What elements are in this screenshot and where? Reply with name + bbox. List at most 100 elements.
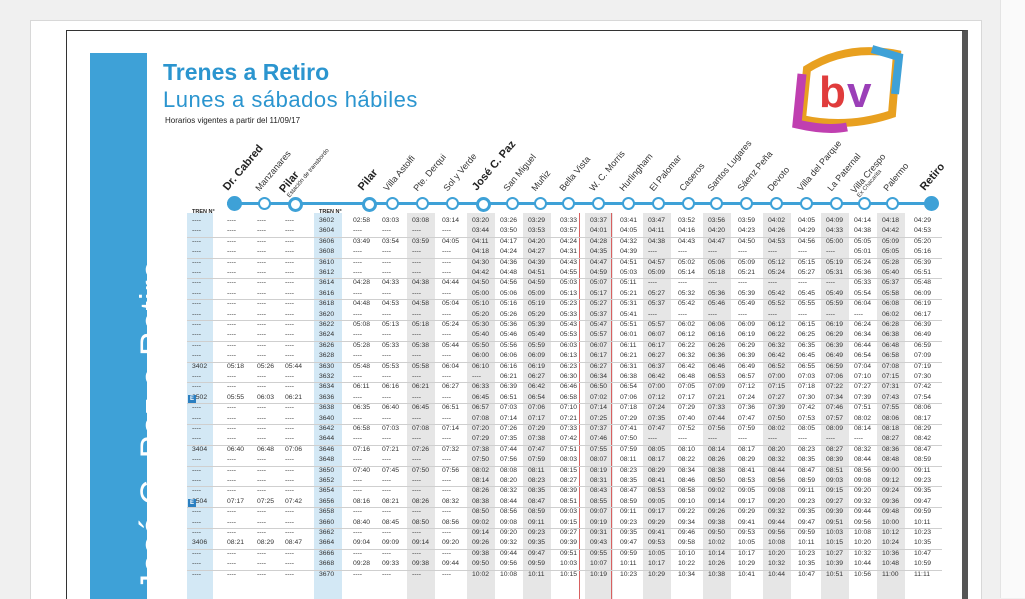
timetable-cell: ---- [382, 289, 392, 297]
timetable-cell: 06:17 [590, 352, 608, 360]
timetable-cell: 09:11 [620, 508, 637, 516]
timetable-cell: 08:50 [708, 477, 726, 484]
timetable-cell: 04:38 [854, 227, 872, 235]
timetable-cell: 03:41 [620, 217, 638, 224]
timetable-cell: ---- [708, 279, 718, 287]
timetable-cell: 03:52 [678, 217, 696, 224]
timetable-cell: 04:26 [768, 227, 786, 235]
timetable-cell: 09:11 [528, 518, 545, 526]
station-dot [858, 197, 871, 210]
timetable-cell: ---- [257, 269, 267, 276]
timetable-cell: 05:48 [914, 279, 932, 287]
timetable-cell: 05:29 [528, 310, 546, 318]
timetable-cell: 06:19 [914, 300, 932, 308]
timetable-cell: 10:11 [528, 570, 545, 578]
timetable-cell: ---- [412, 331, 422, 339]
timetable-cell: 09:04 [353, 539, 371, 547]
timetable-cell: 08:48 [882, 456, 900, 464]
timetable-cell: ---- [192, 518, 202, 526]
timetable-cell: 07:25 [590, 414, 608, 422]
timetable-cell: 08:32 [442, 497, 460, 505]
timetable-cell: 06:27 [528, 373, 546, 380]
timetable-cell: 3616 [319, 289, 335, 297]
timetable-cell: 07:50 [472, 456, 490, 464]
timetable-cell: 07:15 [882, 373, 900, 380]
timetable-cell: 03:56 [708, 217, 726, 224]
timetable-cell: 06:39 [914, 321, 932, 328]
timetable-cell: 3628 [319, 352, 335, 360]
timetable-cell: 07:42 [285, 497, 303, 505]
timetable-cell: 04:05 [798, 217, 816, 224]
timetable-cell: 07:40 [678, 414, 696, 422]
timetable-cell: 05:49 [528, 331, 546, 339]
timetable-cell: 06:07 [648, 331, 666, 339]
timetable-cell: 08:59 [620, 497, 638, 505]
timetable-cell: 08:17 [648, 456, 666, 464]
timetable-cell: ---- [442, 435, 452, 443]
timetable-cell: 09:31 [590, 529, 608, 536]
timetable-cell: 09:32 [500, 539, 518, 547]
timetable-cell: 06:29 [738, 341, 756, 349]
timetable-cell: 10:34 [678, 570, 696, 578]
timetable-cell: 08:32 [500, 487, 518, 495]
timetable-cell: ---- [192, 341, 202, 349]
timetable-cell: ---- [227, 414, 237, 422]
timetable-cell: ---- [382, 258, 392, 266]
timetable-cell: 05:18 [227, 362, 245, 370]
timetable-cell: 07:29 [620, 414, 638, 422]
timetable-cell: 08:53 [738, 477, 756, 484]
timetable-cell: 05:46 [708, 300, 726, 308]
timetable-cell: 06:00 [472, 352, 490, 360]
timetable-cell: 05:24 [768, 269, 786, 276]
timetable-cell: ---- [382, 414, 392, 422]
timetable-cell: 3638 [319, 404, 335, 412]
timetable-cell: ---- [826, 310, 836, 318]
timetable-cell: ---- [227, 383, 237, 391]
timetable-cell: 09:03 [560, 508, 578, 516]
timetable-cell: ---- [442, 456, 452, 464]
timetable-cell: ---- [192, 300, 202, 308]
timetable-cell: ---- [285, 279, 295, 287]
timetable-cell: 04:59 [590, 269, 608, 276]
timetable-cell: 03:44 [472, 227, 490, 235]
timetable-cell: 10:51 [826, 570, 844, 578]
timetable-cell: 06:50 [590, 383, 608, 391]
timetable-cell: 05:53 [382, 362, 400, 370]
timetable-cell: 3632 [319, 373, 335, 380]
timetable-cell: ---- [382, 529, 392, 536]
row-separator [187, 257, 942, 259]
timetable-cell: 09:17 [738, 497, 756, 505]
timetable-cell: ---- [227, 487, 237, 495]
timetable-cell: 05:09 [528, 289, 546, 297]
timetable-cell: 07:31 [882, 383, 900, 391]
timetable-cell: 08:38 [472, 497, 490, 505]
timetable-cell: 3650 [319, 466, 335, 474]
timetable-cell: ---- [285, 269, 295, 276]
timetable-cell: 07:33 [560, 425, 578, 432]
timetable-cell: 05:45 [798, 289, 816, 297]
timetable-cell: ---- [192, 383, 202, 391]
timetable-cell: 05:59 [826, 300, 844, 308]
timetable-cell: ---- [227, 529, 237, 536]
timetable-cell: 03:49 [353, 237, 371, 245]
timetable-cell: 3640 [319, 414, 335, 422]
timetable-cell: 09:22 [678, 508, 696, 516]
timetable-cell: 06:33 [472, 383, 490, 391]
timetable-cell: 3664 [319, 539, 335, 547]
timetable-cell: 06:34 [854, 331, 872, 339]
timetable-cell: 05:04 [442, 300, 460, 308]
timetable-cell: 05:31 [620, 300, 638, 308]
timetable-cell: 04:28 [590, 237, 608, 245]
timetable-cell: 10:03 [826, 529, 844, 536]
timetable-cell: 09:23 [620, 518, 638, 526]
timetable-cell: 06:04 [442, 362, 460, 370]
timetable-cell: 09:27 [560, 529, 578, 536]
express-badge: E [188, 498, 196, 507]
timetable-cell: 05:32 [678, 289, 696, 297]
timetable-cell: ---- [257, 373, 267, 380]
timetable-cell: 06:19 [738, 331, 756, 339]
timetable-cell: 07:00 [768, 373, 786, 380]
timetable-cell: 04:43 [678, 237, 696, 245]
vertical-scrollbar[interactable] [1000, 0, 1025, 598]
timetable-cell: 04:24 [560, 237, 578, 245]
